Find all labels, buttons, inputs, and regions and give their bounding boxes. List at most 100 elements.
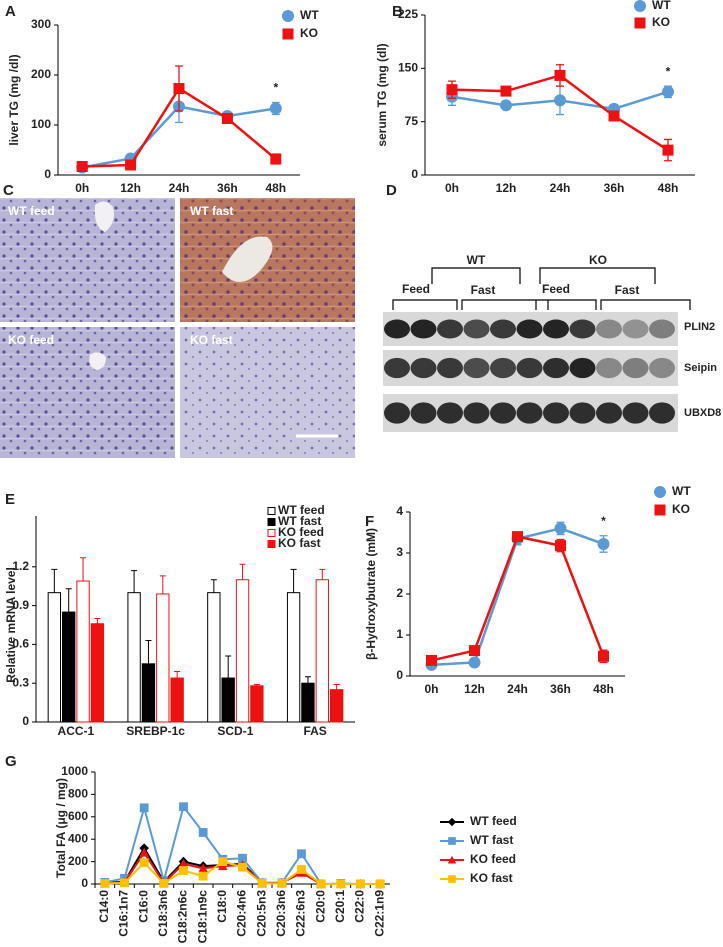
x-tick-label: FAS [303, 724, 326, 738]
blot-band [569, 319, 596, 339]
vessel [222, 236, 273, 282]
legend-label: KO feed [470, 852, 516, 866]
marker [662, 85, 674, 98]
marker [270, 153, 282, 165]
image-label: KO feed [8, 333, 54, 347]
vessel [94, 201, 114, 232]
legend-swatch [267, 529, 276, 537]
y-tick-label: 1.2 [12, 559, 29, 573]
blot-band [384, 357, 410, 379]
y-tick-label: 0.3 [12, 675, 29, 689]
condition-label: Feed [542, 282, 570, 296]
x-tick-label: 48h [658, 181, 679, 195]
marker [554, 522, 567, 535]
marker [634, 0, 646, 12]
x-tick-label: C16:1n7 [117, 890, 131, 937]
blot-band [596, 357, 622, 379]
error-bar [145, 640, 152, 664]
marker [468, 656, 481, 669]
y-tick-label: 1 [396, 627, 403, 641]
blot-band [649, 402, 675, 424]
marker [76, 161, 88, 172]
panel-label: E [5, 491, 15, 508]
x-tick-label: 0h [424, 682, 438, 696]
annotation: * [273, 81, 278, 95]
marker [447, 855, 457, 864]
y-tick-label: 0.6 [12, 637, 29, 651]
marker [198, 828, 208, 837]
legend-swatch [267, 540, 276, 548]
panel-label: C [3, 182, 14, 199]
blot-band [622, 319, 649, 339]
blot-band [490, 357, 516, 379]
bar [207, 592, 221, 723]
x-tick-label: 24h [550, 181, 571, 195]
marker [500, 99, 512, 112]
marker [282, 10, 294, 22]
blot-band [596, 402, 622, 424]
legend-label: KO [672, 502, 690, 516]
panel-label: D [386, 182, 397, 199]
y-tick-label: 0.9 [12, 598, 29, 612]
bar [250, 685, 264, 723]
error-bar [65, 588, 72, 613]
marker [198, 871, 208, 881]
y-tick-label: 200 [31, 67, 51, 81]
panel-label: A [5, 3, 16, 20]
blot-band [516, 319, 543, 339]
bar [156, 593, 170, 723]
blot-band [490, 319, 516, 339]
band-label: UBXD8 [684, 407, 721, 419]
marker [269, 102, 282, 115]
bar [47, 592, 62, 723]
image-label: WT fast [190, 204, 233, 218]
x-tick-label: C22:6n3 [294, 890, 308, 937]
marker [221, 113, 233, 124]
annotation: * [601, 514, 606, 528]
blot-band [410, 357, 437, 379]
marker [448, 837, 456, 845]
error-bar [304, 676, 311, 684]
blot-band [490, 402, 516, 424]
marker [159, 879, 169, 888]
blot-band [463, 319, 490, 339]
blot-band [649, 319, 675, 339]
x-tick-label: C18:1n9c [195, 890, 209, 944]
marker [218, 857, 228, 866]
x-tick-label: ACC-1 [58, 724, 95, 738]
blot-band [649, 357, 675, 379]
x-tick-label: 12h [120, 181, 141, 195]
blot-band [463, 402, 490, 424]
bar [127, 592, 141, 723]
histology-image [0, 327, 175, 458]
error-bar [319, 568, 326, 580]
y-tick-label: 0 [396, 668, 403, 682]
x-tick-label: C18:3n6 [156, 890, 170, 937]
legend-swatch [267, 518, 276, 526]
blot-band [622, 357, 649, 379]
marker [139, 847, 149, 857]
marker [297, 849, 306, 859]
blot-band [410, 402, 437, 424]
error-bar [333, 683, 340, 690]
x-tick-label: C16:0 [136, 890, 150, 923]
bar [76, 580, 90, 723]
x-tick-label: C18:2n6c [176, 890, 190, 944]
legend-label: KO [652, 15, 670, 29]
group-label: WT [467, 253, 486, 267]
x-tick-label: 36h [604, 181, 625, 195]
legend-label: WT fast [470, 833, 513, 847]
y-tick-label: 225 [398, 7, 418, 21]
y-tick-label: 400 [68, 831, 88, 845]
error-bar [225, 655, 232, 679]
histology-image [0, 198, 175, 322]
legend-label: KO [300, 26, 318, 40]
bar [62, 611, 76, 723]
legend-label: KO feed [278, 525, 324, 539]
marker [448, 875, 456, 883]
y-tick-label: 0 [411, 167, 418, 181]
vessel [89, 352, 106, 370]
marker [277, 879, 287, 888]
x-tick-label: 36h [217, 181, 238, 195]
series-line [431, 527, 604, 667]
